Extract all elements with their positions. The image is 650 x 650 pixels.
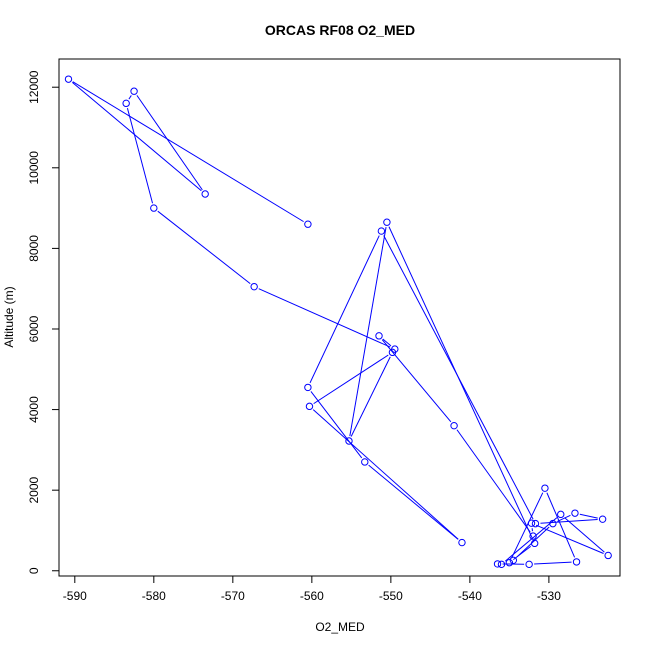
series-segment [350, 356, 391, 437]
data-point [64, 75, 73, 83]
series-segment [511, 492, 544, 559]
x-tick-label: -560 [300, 589, 324, 603]
data-point [598, 515, 607, 523]
y-tick-label: 2000 [27, 476, 41, 503]
x-tick-label: -550 [379, 589, 403, 603]
series-segment [564, 517, 605, 553]
series-segment [72, 81, 304, 223]
data-point [458, 538, 466, 547]
data-point [531, 519, 540, 528]
data-point [604, 551, 612, 560]
series-segment [313, 354, 389, 405]
data-point [529, 532, 537, 540]
y-axis: 0 2000 4000 6000 8000 10000 12000 [27, 70, 59, 574]
data-point [493, 560, 502, 568]
series-segment [126, 108, 154, 204]
series-segment [535, 524, 604, 554]
y-tick-label: 10000 [27, 151, 41, 185]
data-point [377, 227, 386, 235]
data-point [201, 190, 209, 198]
data-point [345, 437, 353, 445]
data-point [497, 560, 506, 569]
data-point [571, 509, 579, 517]
series-segment [456, 429, 531, 533]
data-point [150, 204, 158, 212]
y-tick-label: 0 [27, 567, 41, 574]
y-axis-label: Altitude (m) [2, 286, 16, 347]
data-point [572, 558, 581, 566]
x-axis-label: O2_MED [315, 620, 365, 634]
data-point [304, 383, 312, 392]
y-tick-label: 4000 [27, 396, 41, 423]
x-tick-label: -540 [458, 589, 482, 603]
data-point [450, 421, 458, 430]
data-point [525, 560, 533, 569]
series-segment [309, 235, 380, 384]
series-segment [136, 95, 203, 191]
series-layer [64, 75, 612, 569]
series-segment [71, 81, 202, 192]
plot-frame [58, 58, 621, 577]
series-segment [128, 95, 132, 100]
data-point [250, 282, 258, 291]
data-point [383, 218, 391, 226]
series-segment [383, 235, 534, 520]
data-point [541, 484, 549, 492]
data-point [361, 458, 369, 466]
data-point [122, 99, 130, 108]
x-tick-label: -590 [63, 589, 87, 603]
series-segment [579, 513, 598, 519]
data-point [527, 519, 536, 527]
series-segment [546, 492, 576, 558]
data-point [388, 348, 397, 357]
chart-title: ORCAS RF08 O2_MED [265, 22, 415, 38]
data-point [505, 559, 514, 567]
series-segment [516, 526, 550, 558]
series-segment [513, 546, 531, 561]
series-segment [349, 227, 387, 437]
series-segment [310, 391, 363, 459]
x-tick-label: -570 [221, 589, 245, 603]
series-segment [368, 464, 459, 540]
data-point [130, 87, 138, 95]
x-tick-label: -530 [537, 589, 561, 603]
data-point [304, 220, 312, 228]
y-tick-label: 6000 [27, 315, 41, 342]
series-segment [258, 288, 391, 348]
series-segment [312, 409, 459, 540]
data-point [557, 510, 565, 519]
data-point [530, 539, 539, 548]
series-segment [557, 514, 571, 522]
data-point [549, 519, 557, 528]
series-segment [157, 210, 251, 284]
series-segment [534, 561, 572, 565]
series-segment [382, 338, 392, 347]
data-point [375, 332, 383, 340]
data-point [509, 556, 518, 564]
data-point [305, 402, 314, 411]
y-tick-label: 12000 [27, 70, 41, 104]
y-tick-label: 8000 [27, 235, 41, 262]
series-segment [381, 339, 452, 423]
x-axis: -590 -580 -570 -560 -550 -540 -530 [63, 576, 561, 603]
x-tick-label: -580 [142, 589, 166, 603]
series-segment [540, 519, 598, 524]
